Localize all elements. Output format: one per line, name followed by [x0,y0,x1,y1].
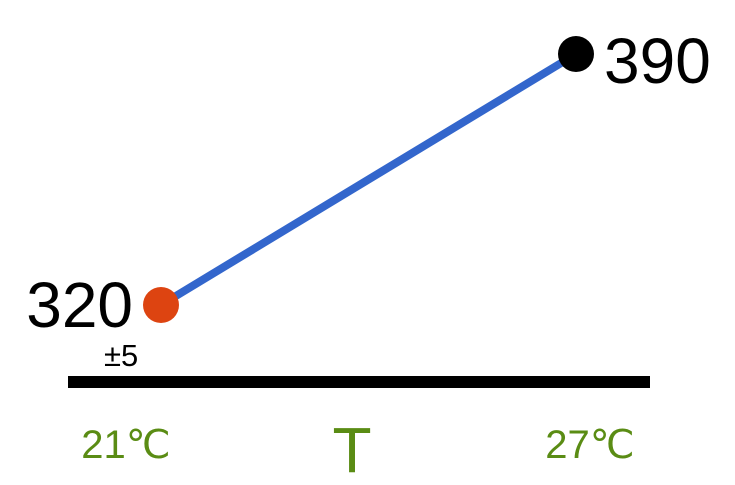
series-line [157,50,580,309]
x-tick-label-start: 21℃ [81,423,170,467]
data-point-end [558,36,594,72]
x-tick-label-end: 27℃ [545,423,634,467]
value-label-start: 320 [26,269,133,341]
value-label-end: 390 [604,25,711,97]
data-point-start [143,287,179,323]
x-axis-title: T [332,414,371,485]
uncertainty-label: ±5 [104,338,138,373]
